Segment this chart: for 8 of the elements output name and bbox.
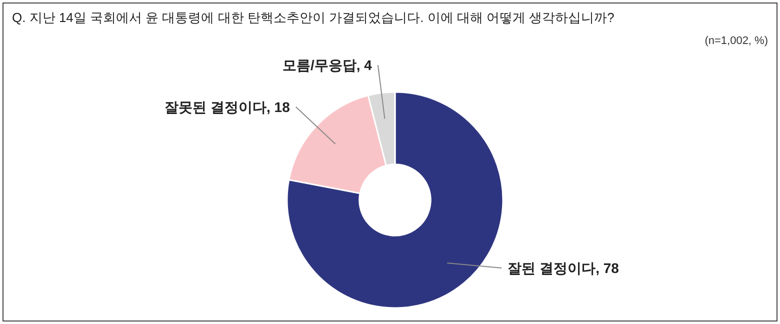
data-label: , 4	[356, 57, 372, 74]
text: (n=1,002, %)	[704, 35, 768, 47]
slice-label: 잘못된 결정이다	[164, 98, 266, 115]
slice-label: 모름/무응답	[282, 57, 356, 74]
data-label: , 78	[596, 260, 620, 276]
chart-title: Q. 지난 14일 국회에서 윤 대통령에 대한 탄핵소추안이 가결되었습니다. 이에 대해 어떻게 생각하십니까?	[12, 10, 614, 25]
data-label: , 18	[266, 98, 290, 115]
slice-label: 잘된 결정이다	[508, 260, 596, 276]
